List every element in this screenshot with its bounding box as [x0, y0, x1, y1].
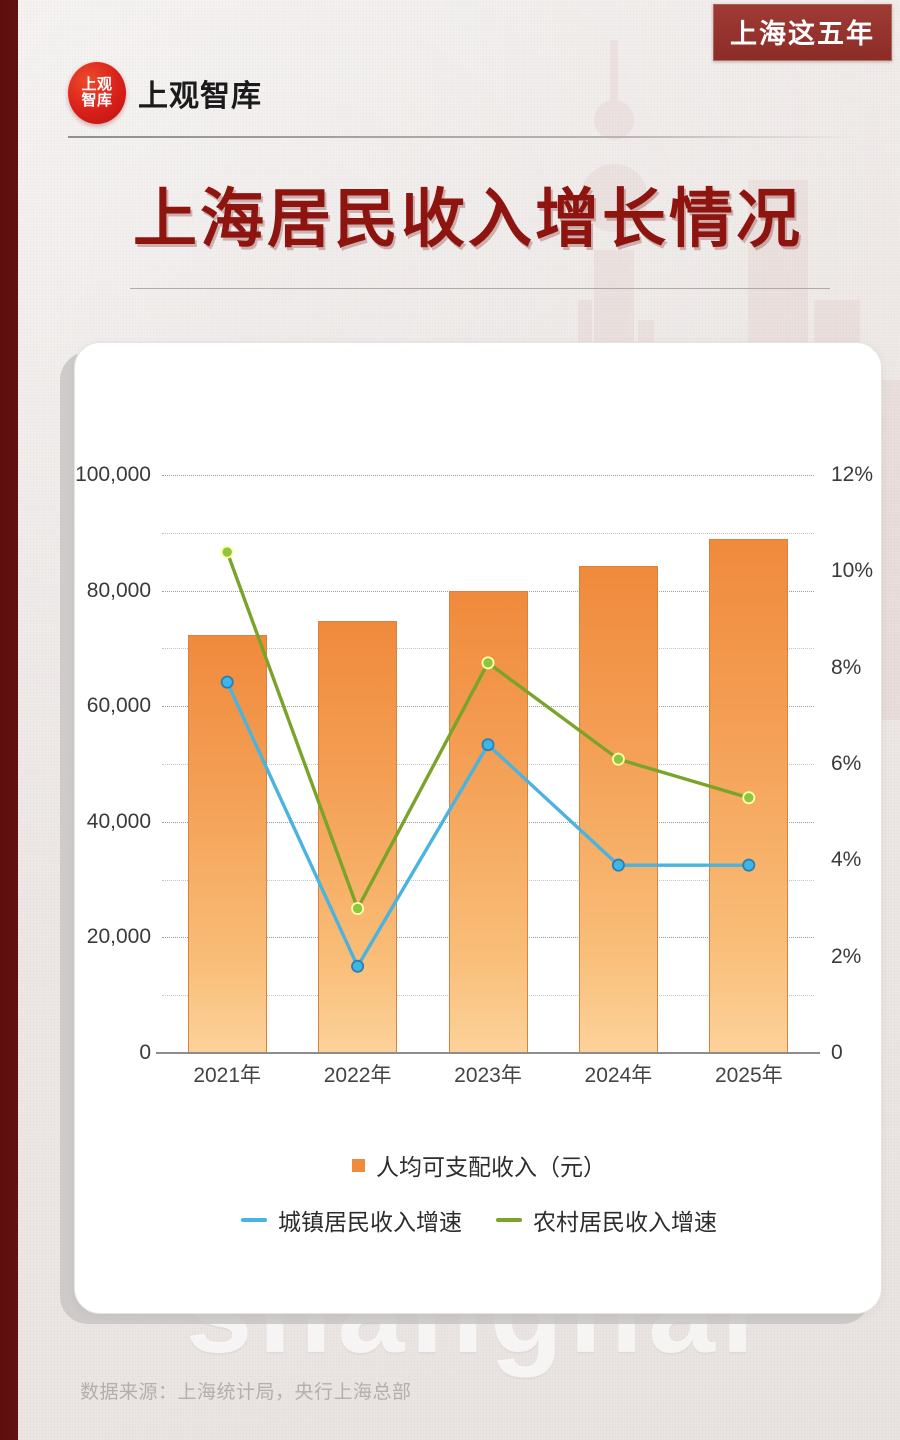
- y-tick-left: 20,000: [86, 925, 151, 949]
- brand-logo[interactable]: 上观 智库 上观智库: [68, 62, 870, 124]
- data-point[interactable]: [351, 959, 365, 973]
- data-point[interactable]: [611, 858, 625, 872]
- y-tick-left: 80,000: [86, 578, 151, 602]
- bar-2024年[interactable]: [578, 565, 658, 1053]
- legend-label-rural: 农村居民收入增速: [533, 1209, 717, 1235]
- legend-swatch-rural-icon: [496, 1218, 522, 1222]
- logo-seal-icon: 上观 智库: [68, 62, 126, 124]
- bar-2025年[interactable]: [709, 539, 789, 1053]
- x-tick-2025年: 2025年: [714, 1064, 783, 1087]
- data-point[interactable]: [481, 738, 495, 752]
- logo-seal-line1: 上观: [81, 76, 113, 94]
- line-series-svg: [220, 545, 756, 973]
- chart-card: 0 20,000 40,000 60,000 80,000 100,000 0 2% 4% 6%…: [74, 342, 882, 1314]
- y-tick-left: 0: [139, 1041, 151, 1064]
- page-title: 上海居民收入增长情况: [133, 183, 803, 255]
- page-background: shanghai 上观 智库 上观智库 上海这五年 上海居民收入增长情况 020…: [18, 0, 900, 1440]
- x-tick-2024年: 2024年: [584, 1064, 653, 1087]
- header-divider: [68, 136, 858, 138]
- y-axis-right: 0 2% 4% 6% 8% 10% 12%: [823, 463, 881, 1064]
- x-tick-2022年: 2022年: [323, 1064, 392, 1087]
- line-series: [162, 475, 814, 1053]
- y-tick-right: 12%: [831, 463, 874, 486]
- bar-2021年[interactable]: [187, 635, 267, 1053]
- plot-area: [156, 475, 820, 1054]
- x-tick-2023年: 2023年: [454, 1064, 522, 1087]
- series-badge: 上海这五年: [713, 4, 892, 61]
- y-tick-left: 60,000: [86, 694, 151, 718]
- y-tick-right: 2%: [831, 944, 862, 968]
- y-tick-left: 100,000: [75, 463, 151, 486]
- data-point[interactable]: [220, 545, 234, 559]
- brand-name: 上观智库: [138, 80, 262, 113]
- y-tick-right: 8%: [831, 655, 862, 679]
- data-point[interactable]: [742, 791, 756, 805]
- x-tick-2021年: 2021年: [193, 1064, 262, 1087]
- legend-item-rural[interactable]: 农村居民收入增速: [496, 1203, 717, 1237]
- legend-row-primary: 人均可支配收入（元）: [75, 1148, 881, 1182]
- title-divider: [130, 288, 830, 289]
- y-tick-right: 6%: [831, 752, 862, 775]
- legend-swatch-bar-icon: [352, 1158, 365, 1172]
- x-axis-labels: 2021年 2022年 2023年 2024年 2025年: [162, 1059, 814, 1093]
- gridline: [162, 475, 814, 476]
- legend-swatch-urban-icon: [241, 1218, 267, 1222]
- legend-item-urban[interactable]: 城镇居民收入增速: [241, 1203, 462, 1237]
- legend-row-secondary: 城镇居民收入增速 农村居民收入增速: [75, 1203, 881, 1237]
- logo-seal-line2: 智库: [81, 92, 113, 109]
- legend-label-bar: 人均可支配收入（元）: [376, 1154, 606, 1180]
- legend-item-bar[interactable]: 人均可支配收入（元）: [352, 1148, 606, 1182]
- header: 上观 智库 上观智库: [68, 62, 870, 140]
- y-tick-right: 0: [831, 1041, 843, 1064]
- source-note: 数据来源：上海统计局，央行上海总部: [80, 1382, 412, 1403]
- legend-label-urban: 城镇居民收入增速: [278, 1209, 462, 1235]
- gridline-minor: [162, 532, 814, 534]
- data-point[interactable]: [481, 656, 495, 670]
- data-point[interactable]: [220, 675, 234, 689]
- line-城镇居民收入增速: [225, 680, 751, 968]
- x-axis-baseline: [156, 1052, 820, 1054]
- data-point[interactable]: [742, 858, 756, 872]
- y-axis-left: 0 20,000 40,000 60,000 80,000 100,000: [75, 463, 155, 1064]
- y-tick-right: 10%: [831, 559, 874, 583]
- data-point[interactable]: [351, 901, 365, 915]
- data-point[interactable]: [611, 752, 625, 766]
- y-tick-right: 4%: [831, 848, 862, 872]
- y-tick-left: 40,000: [86, 809, 151, 833]
